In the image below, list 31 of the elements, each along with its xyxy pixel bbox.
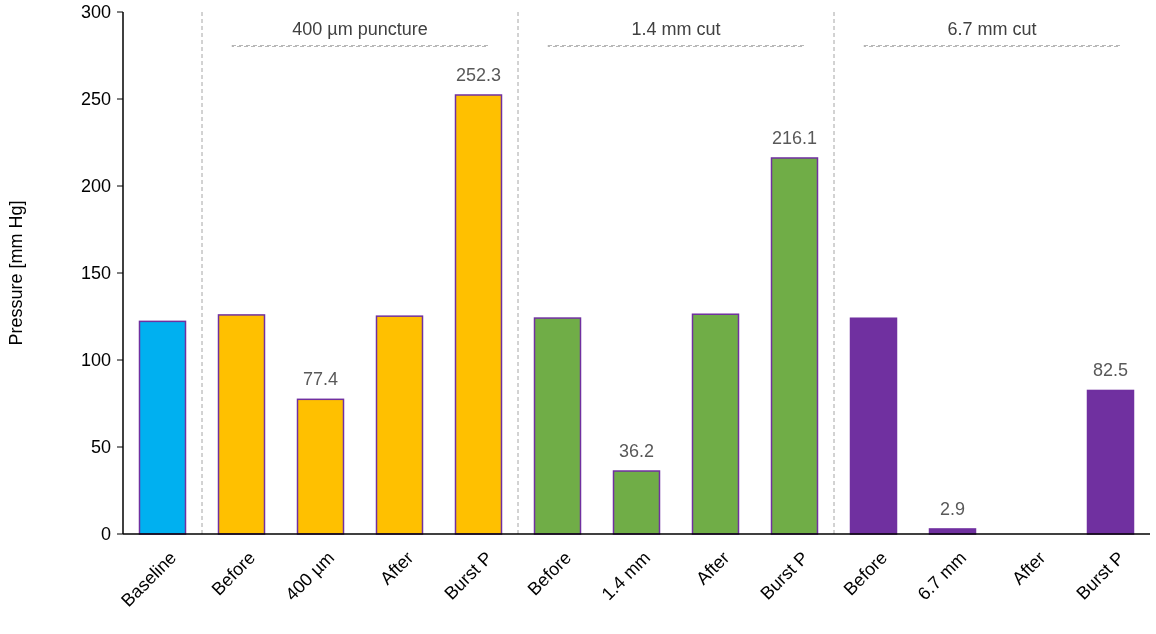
data-label: 216.1 xyxy=(771,127,818,148)
bar xyxy=(217,314,266,535)
bar xyxy=(296,398,345,535)
y-tick-label: 250 xyxy=(80,89,111,109)
bar xyxy=(1086,389,1135,535)
bar xyxy=(612,470,661,535)
annotation: 400 µm puncture xyxy=(292,19,428,39)
data-label: 2.9 xyxy=(939,498,966,519)
y-tick-label: 0 xyxy=(100,524,111,544)
x-tick-label: 400 µm xyxy=(281,547,339,605)
data-label: 77.4 xyxy=(302,369,339,390)
y-tick-label: 300 xyxy=(80,2,111,22)
bar xyxy=(849,317,898,535)
y-tick-label: 50 xyxy=(90,437,111,457)
data-label: 82.5 xyxy=(1092,360,1129,381)
x-tick-label: 1.4 mm xyxy=(597,547,655,605)
x-tick-label: 6.7 mm xyxy=(913,547,971,605)
y-tick-label: 150 xyxy=(80,263,111,283)
annotation: 6.7 mm cut xyxy=(947,19,1037,39)
y-axis-title: Pressure [mm Hg] xyxy=(6,200,26,346)
y-tick-label: 200 xyxy=(80,176,111,196)
bar xyxy=(375,315,424,535)
data-label: 252.3 xyxy=(455,65,502,85)
bar xyxy=(691,313,740,535)
bar xyxy=(533,317,582,535)
data-label: 36.2 xyxy=(618,441,655,462)
bar xyxy=(138,320,187,535)
y-tick-label: 100 xyxy=(80,350,111,370)
annotation: 1.4 mm cut xyxy=(631,19,721,39)
bar xyxy=(454,94,503,535)
bar xyxy=(770,157,819,535)
